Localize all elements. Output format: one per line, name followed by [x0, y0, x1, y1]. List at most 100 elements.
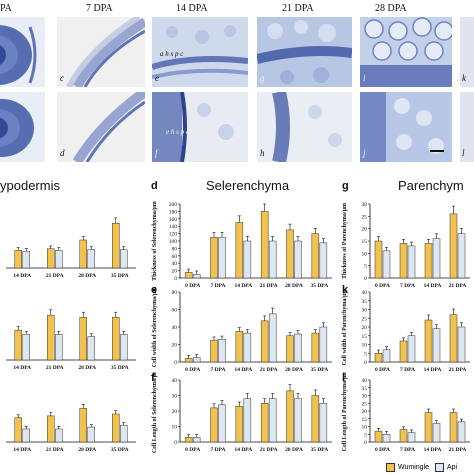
bar-wumingle [210, 339, 218, 363]
bar-api [55, 428, 63, 443]
panel-letter-d: d [151, 180, 158, 192]
micrograph-7dpa-bottom: d [57, 92, 145, 162]
x-tick-label: 0 DPA [185, 283, 200, 289]
bar-api [457, 326, 466, 363]
bar-wumingle [79, 408, 87, 443]
bar-wumingle [112, 222, 120, 269]
bar-api [457, 421, 466, 443]
x-tick-label: 7 DPA [400, 447, 415, 453]
bar-api [407, 432, 416, 443]
panel-letter-g: g [342, 180, 349, 192]
y-tick-label: 5 [364, 432, 367, 438]
y-tick-label: 0 [174, 440, 177, 446]
x-tick-label: 0 DPA [375, 367, 390, 373]
bar-wumingle [79, 239, 87, 269]
y-tick-label: 15 [362, 334, 368, 340]
micrograph-stain-pattern [0, 25, 37, 85]
x-tick-label: 7 DPA [210, 367, 225, 373]
bar-wumingle [374, 430, 383, 443]
micrograph-stain-pattern [360, 17, 452, 87]
chart-e-sclerenchyma-cell-width: Cell width of Selerenchyma/μm 0 20 40 60 80 0 … [152, 287, 332, 373]
y-tick-label: 200 [169, 202, 178, 208]
bar-api [319, 326, 328, 363]
micrograph-letter: h [260, 148, 265, 158]
bar-wumingle [47, 248, 55, 269]
bar-wumingle [286, 390, 294, 443]
bar-api [432, 328, 441, 363]
x-tick-label: 21 DPA [46, 273, 64, 279]
y-tick-label: 5 [364, 264, 367, 270]
chart-hypodermis-cell-length: 14 DPA 21 DPA 28 DPA 35 DPA [6, 404, 136, 453]
bar-api [294, 398, 302, 443]
bar-api [407, 245, 416, 279]
bar-api [22, 428, 30, 443]
bar-wumingle [14, 417, 22, 443]
bar-wumingle [374, 240, 383, 279]
bar-api [87, 336, 95, 361]
bar-api [319, 403, 328, 443]
x-tick-label: 14 DPA [13, 447, 31, 453]
stage-header-7dpa: 7 DPA [86, 3, 113, 14]
bar-wumingle [449, 213, 458, 279]
x-tick-label: 14 DPA [424, 283, 442, 289]
bar-api [120, 424, 128, 443]
y-tick-label: 40 [172, 261, 178, 267]
bar-api [218, 237, 226, 279]
y-tick-label: 20 [362, 227, 368, 233]
y-tick-label: 0 [364, 440, 367, 446]
y-tick-label: 60 [172, 254, 178, 260]
bar-api [407, 335, 416, 363]
section-title-parenchyma: Parenchym [398, 178, 464, 193]
legend-label-wumingle: Wumingle [398, 463, 429, 471]
bar-wumingle [399, 340, 408, 363]
micrograph-stain-pattern [272, 92, 342, 162]
x-tick-label: 21 DPA [449, 283, 467, 289]
legend-label-api: Api [447, 463, 458, 471]
bar-api [87, 249, 95, 269]
bar-wumingle [47, 314, 55, 361]
y-tick-label: 160 [169, 217, 178, 223]
micrograph-0dpa-top [0, 17, 45, 87]
y-axis-label: Thickness of Selerenchyma/μm [152, 201, 158, 281]
y-tick-label: 30 [362, 394, 368, 400]
chart-l-parenchyma-cell-length: Cell Length of Parenchyma/μm 051015202530… [342, 372, 470, 453]
y-tick-label: 20 [172, 343, 178, 349]
bar-api [218, 339, 226, 363]
x-tick-label: 28 DPA [78, 365, 96, 371]
x-tick-label: 21 DPA [46, 365, 64, 371]
bar-api [22, 334, 30, 361]
micrograph-stain-pattern [257, 20, 352, 84]
y-tick-label: 40 [172, 378, 178, 384]
bar-wumingle [424, 243, 433, 279]
bar-api [268, 398, 277, 443]
x-tick-label: 7 DPA [210, 283, 225, 289]
x-tick-label: 0 DPA [185, 447, 200, 453]
panel-letter-l: l [342, 372, 346, 384]
bar-wumingle [14, 250, 22, 269]
bar-api [457, 233, 466, 279]
micrograph-0dpa-bottom [0, 92, 45, 162]
chart-legend: Wumingle Api [386, 462, 457, 472]
micrograph-stain-pattern [0, 99, 34, 157]
bar-api [243, 332, 252, 363]
bar-api [243, 398, 252, 443]
stage-header-21dpa: 21 DPA [282, 3, 314, 14]
micrograph-letter: g [260, 73, 265, 83]
micrograph-35dpa-bottom: l [460, 92, 474, 162]
bar-api [243, 240, 252, 279]
x-tick-label: 28 DPA [78, 447, 96, 453]
micrograph-7dpa-top: c [57, 17, 145, 87]
x-tick-label: 14 DPA [234, 447, 252, 453]
x-tick-label: 0 DPA [185, 367, 200, 373]
micrograph-35dpa-top: k [460, 17, 474, 87]
x-tick-label: 14 DPA [424, 447, 442, 453]
bar-wumingle [311, 332, 320, 363]
bar-wumingle [184, 358, 193, 363]
micrograph-letter: c [60, 73, 64, 83]
bar-wumingle [260, 403, 269, 443]
bar-wumingle [286, 335, 294, 363]
x-tick-label: 14 DPA [234, 367, 252, 373]
bar-api [87, 426, 95, 443]
micrograph-28dpa-top: i [360, 17, 452, 87]
bar-api [192, 357, 201, 363]
